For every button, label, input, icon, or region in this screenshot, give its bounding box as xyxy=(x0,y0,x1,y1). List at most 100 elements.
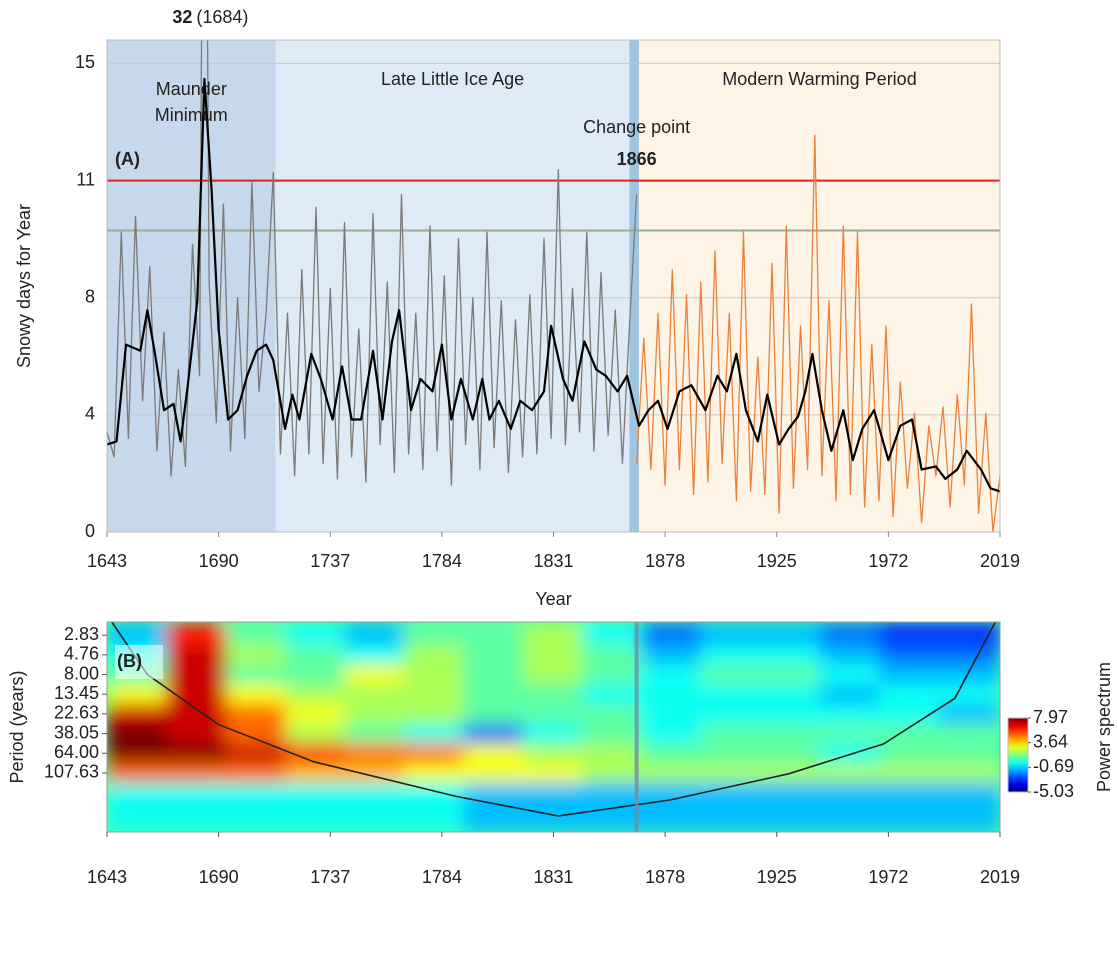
colorbar xyxy=(1007,717,1029,793)
heatmap-cell xyxy=(938,743,1000,764)
heatmap-cell xyxy=(344,763,405,784)
heatmap-cell xyxy=(819,622,880,646)
heatmap-cell xyxy=(582,763,642,784)
peak-year: (1684) xyxy=(196,7,248,27)
x-tick-label: 1690 xyxy=(199,551,239,571)
heatmap-cell xyxy=(225,743,286,764)
heatmap-cell xyxy=(344,743,405,764)
peak-value: 32 xyxy=(172,7,192,27)
heatmap-cell xyxy=(107,622,167,646)
heatmap-cell xyxy=(166,664,227,685)
heatmap-cell xyxy=(463,723,524,744)
heatmap-cell xyxy=(819,782,880,832)
x-tick-label: 1690 xyxy=(199,867,239,887)
heatmap-cell xyxy=(819,704,880,725)
heatmap-cell xyxy=(582,684,642,705)
heatmap-cell xyxy=(463,763,524,784)
period-region xyxy=(629,40,639,532)
heatmap-cell xyxy=(641,684,702,705)
heatmap-cell xyxy=(760,644,820,666)
heatmap-cell xyxy=(463,664,524,685)
heatmap-cell xyxy=(522,782,583,832)
y-tick-label: 11 xyxy=(76,169,95,189)
y-tick-label: 8.00 xyxy=(64,663,99,683)
x-tick-label: 2019 xyxy=(980,867,1020,887)
heatmap-cell xyxy=(878,723,939,744)
heatmap-cell xyxy=(819,723,880,744)
heatmap-cell xyxy=(522,704,583,725)
heatmap-cell xyxy=(938,704,1000,725)
heatmap-cells xyxy=(107,622,1000,832)
x-tick-label: 1972 xyxy=(868,867,908,887)
colorbar-tick-label: -0.69 xyxy=(1033,756,1074,776)
heatmap-cell xyxy=(166,684,227,705)
heatmap-cell xyxy=(522,763,583,784)
heatmap-cell xyxy=(582,664,642,685)
y-tick-label: 38.05 xyxy=(54,722,99,742)
heatmap-cell xyxy=(344,782,405,832)
heatmap-cell xyxy=(700,723,761,744)
heatmap-cell xyxy=(166,622,227,646)
heatmap-cell xyxy=(641,664,702,685)
y-axis-label: Snowy days for Year xyxy=(14,204,34,368)
heatmap-cell xyxy=(463,644,524,666)
heatmap-cell xyxy=(641,644,702,666)
heatmap-cell xyxy=(403,664,464,685)
heatmap-cell xyxy=(285,704,345,725)
heatmap-cell xyxy=(403,684,464,705)
heatmap-area xyxy=(107,622,1000,832)
panel-label-box xyxy=(115,645,163,679)
heatmap-cell xyxy=(700,644,761,666)
heatmap-cell xyxy=(285,743,345,764)
heatmap-cell xyxy=(641,763,702,784)
heatmap-cell xyxy=(641,622,702,646)
y-tick-label: 4.76 xyxy=(64,644,99,664)
heatmap-cell xyxy=(225,664,286,685)
y-axis-label: Period (years) xyxy=(7,670,27,783)
heatmap-cell xyxy=(938,723,1000,744)
x-tick-label: 1925 xyxy=(757,551,797,571)
heatmap-cell xyxy=(225,622,286,646)
heatmap-cell xyxy=(285,664,345,685)
heatmap-cell xyxy=(641,704,702,725)
plot-area xyxy=(107,40,1000,532)
heatmap-cell xyxy=(344,622,405,646)
heatmap-cell xyxy=(285,684,345,705)
heatmap-cell xyxy=(582,782,642,832)
heatmap-cell xyxy=(107,782,167,832)
heatmap-cell xyxy=(641,782,702,832)
heatmap-cell xyxy=(522,723,583,744)
heatmap-cell xyxy=(463,743,524,764)
panel-label: (B) xyxy=(117,651,142,671)
x-tick-label: 1831 xyxy=(533,551,573,571)
region-label: Maunder Minimum xyxy=(155,79,228,125)
x-tick-label: 1784 xyxy=(422,551,462,571)
x-tick-label: 1737 xyxy=(310,867,350,887)
y-tick-label: 0 xyxy=(85,521,95,541)
heatmap-cell xyxy=(463,622,524,646)
heatmap-cell xyxy=(166,644,227,666)
region-label: Modern Warming Period xyxy=(722,69,916,89)
x-tick-label: 1643 xyxy=(87,867,127,887)
heatmap-cell xyxy=(225,763,286,784)
y-tick-label: 22.63 xyxy=(54,703,99,723)
heatmap-cell xyxy=(344,664,405,685)
heatmap-cell xyxy=(344,723,405,744)
series-line xyxy=(107,77,1000,493)
heatmap-cell xyxy=(878,644,939,666)
heatmap-cell xyxy=(760,704,820,725)
heatmap-cell xyxy=(344,704,405,725)
heatmap-cell xyxy=(403,763,464,784)
heatmap-cell xyxy=(641,723,702,744)
x-tick-label: 1831 xyxy=(533,867,573,887)
y-tick-label: 15 xyxy=(75,52,95,72)
heatmap-cell xyxy=(760,723,820,744)
series-line xyxy=(635,134,1000,532)
heatmap-cell xyxy=(700,664,761,685)
heatmap-cell xyxy=(166,782,227,832)
heatmap-cell xyxy=(878,684,939,705)
x-tick-label: 1972 xyxy=(868,551,908,571)
heatmap-cell xyxy=(463,684,524,705)
heatmap-cell xyxy=(344,644,405,666)
heatmap-cell xyxy=(700,763,761,784)
